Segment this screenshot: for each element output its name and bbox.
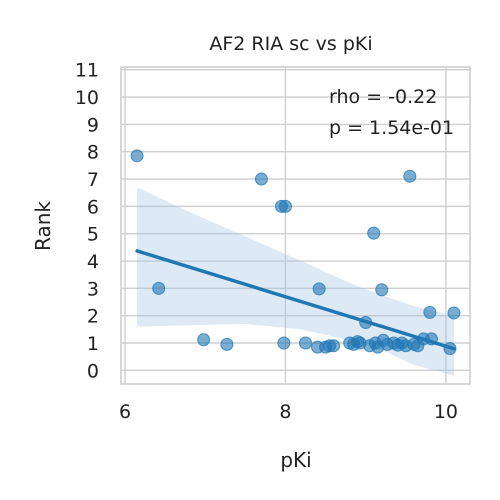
regression-line [135, 249, 456, 351]
data-point [447, 306, 461, 320]
y-tick-label: 8 [87, 142, 99, 164]
y-tick-label: 5 [87, 224, 99, 246]
data-point [312, 282, 326, 296]
data-point [375, 283, 389, 297]
chart-title: AF2 RIA sc vs pKi [209, 33, 372, 55]
y-tick-label: 9 [87, 114, 99, 136]
data-point [130, 149, 144, 163]
data-point [299, 336, 313, 350]
y-axis-label: Rank [31, 201, 55, 251]
y-tick-labels: 0 1 2 3 4 5 6 7 8 9 10 11 [75, 60, 99, 383]
y-tick-label: 3 [87, 278, 99, 300]
y-tick-label: 11 [75, 60, 99, 82]
y-tick-label: 2 [87, 306, 99, 328]
y-tick-label: 6 [87, 196, 99, 218]
p-value-annotation: p = 1.54e-01 [329, 117, 454, 139]
data-point [367, 226, 381, 240]
data-point [278, 199, 292, 213]
data-point [423, 305, 437, 319]
data-point [327, 339, 341, 353]
data-point [403, 169, 417, 183]
data-point [197, 333, 211, 347]
y-tick-label: 7 [87, 169, 99, 191]
confidence-band [137, 187, 454, 376]
rho-annotation: rho = -0.22 [329, 86, 437, 108]
y-tick-label: 4 [87, 251, 99, 273]
data-point [254, 172, 268, 186]
data-point [277, 336, 291, 350]
y-tick-label: 1 [87, 333, 99, 355]
x-axis-label: pKi [280, 448, 311, 472]
y-tick-label: 0 [87, 360, 99, 382]
data-point [152, 281, 166, 295]
data-point [220, 337, 234, 351]
plot-frame [120, 66, 471, 385]
x-tick-label: 8 [279, 401, 291, 423]
x-tick-label: 10 [434, 401, 458, 423]
y-tick-label: 10 [75, 87, 99, 109]
x-tick-labels: 6 8 10 [119, 401, 458, 423]
x-tick-label: 6 [119, 401, 131, 423]
data-points [130, 149, 461, 355]
grid [121, 67, 470, 384]
